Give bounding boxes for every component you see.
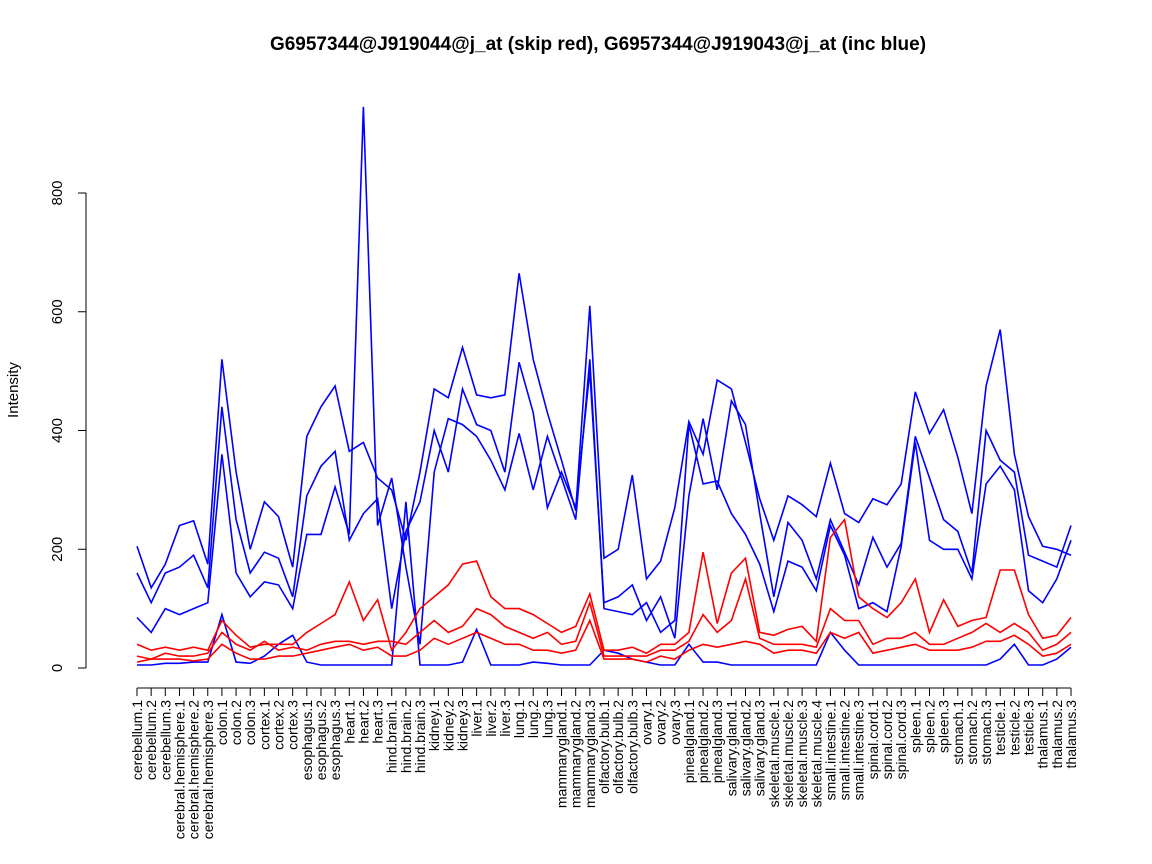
x-tick-label: cerebellum.3 — [157, 700, 173, 780]
x-tick-label: hind.brain.2 — [398, 700, 414, 773]
x-tick-label: esophagus.1 — [299, 700, 315, 780]
y-tick-label: 600 — [49, 299, 66, 324]
series-line-1 — [136, 273, 1072, 590]
x-tick-label: heart.2 — [355, 700, 371, 744]
x-tick-label: spleen.2 — [921, 700, 937, 753]
x-tick-label: cerebral.hemisphere.3 — [200, 700, 216, 840]
x-tick-label: spinal.cord.2 — [879, 700, 895, 780]
x-tick-label: stomach.1 — [950, 700, 966, 765]
x-tick-label: skeletal.muscle.1 — [766, 700, 782, 808]
x-tick-label: small.intestine.3 — [851, 700, 867, 801]
x-tick-label: stomach.2 — [964, 700, 980, 765]
x-tick-label: spleen.1 — [907, 700, 923, 753]
x-tick-label: mammarygland.3 — [582, 700, 598, 808]
x-tick-label: spinal.cord.3 — [893, 700, 909, 780]
x-tick-label: liver.1 — [469, 700, 485, 737]
x-tick-label: testicle.2 — [1006, 700, 1022, 755]
x-tick-label: colon.2 — [228, 700, 244, 745]
x-tick-label: pinealgland.1 — [681, 700, 697, 784]
x-tick-label: small.intestine.2 — [837, 700, 853, 801]
x-tick-label: colon.1 — [214, 700, 230, 745]
y-axis-label: Intensity — [5, 362, 22, 418]
x-tick-label: lung.2 — [525, 700, 541, 738]
x-tick-label: thalamus.3 — [1063, 700, 1079, 769]
x-tick-label: skeletal.muscle.4 — [808, 700, 824, 808]
x-tick-label: hind.brain.3 — [412, 700, 428, 773]
series-lines — [136, 106, 1072, 666]
y-tick-label: 0 — [49, 664, 66, 672]
x-axis: cerebellum.1cerebellum.2cerebellum.3cere… — [129, 687, 1079, 840]
x-tick-label: kidney.3 — [454, 700, 470, 751]
x-tick-label: ovary.1 — [638, 700, 654, 745]
x-tick-label: cortex.2 — [271, 700, 287, 750]
x-tick-label: cerebral.hemisphere.2 — [186, 700, 202, 840]
x-tick-label: heart.3 — [370, 700, 386, 744]
x-tick-label: cortex.3 — [285, 700, 301, 750]
y-tick-label: 200 — [49, 537, 66, 562]
x-tick-label: pinealgland.3 — [709, 700, 725, 784]
y-tick-label: 800 — [49, 180, 66, 205]
x-tick-label: olfactory.bulb.1 — [596, 700, 612, 794]
x-tick-label: ovary.3 — [667, 700, 683, 745]
x-tick-label: pinealgland.2 — [695, 700, 711, 784]
x-tick-label: testicle.1 — [992, 700, 1008, 755]
x-tick-label: spleen.3 — [936, 700, 952, 753]
x-tick-label: cerebellum.1 — [129, 700, 145, 780]
x-tick-label: small.intestine.1 — [822, 700, 838, 801]
x-tick-label: thalamus.2 — [1049, 700, 1065, 769]
x-tick-label: esophagus.2 — [313, 700, 329, 780]
x-tick-label: spinal.cord.1 — [865, 700, 881, 780]
x-tick-label: mammarygland.2 — [568, 700, 584, 808]
series-line-3 — [136, 106, 1072, 645]
x-tick-label: colon.3 — [242, 700, 258, 745]
x-tick-label: salivary.gland.1 — [723, 700, 739, 796]
x-tick-label: mammarygland.1 — [554, 700, 570, 808]
x-tick-label: liver.3 — [497, 700, 513, 737]
x-tick-label: heart.1 — [341, 700, 357, 744]
x-tick-label: liver.2 — [483, 700, 499, 737]
x-tick-label: salivary.gland.3 — [752, 700, 768, 796]
x-tick-label: stomach.3 — [978, 700, 994, 765]
y-tick-label: 400 — [49, 418, 66, 443]
series-line-5 — [136, 517, 1072, 655]
series-line-7 — [136, 618, 1072, 663]
x-tick-label: cerebellum.2 — [143, 700, 159, 780]
x-tick-label: olfactory.bulb.2 — [610, 700, 626, 794]
x-tick-label: cerebral.hemisphere.1 — [171, 700, 187, 840]
x-tick-label: lung.3 — [539, 700, 555, 738]
series-line-6 — [136, 576, 1072, 660]
y-axis: 0 200 400 600 800 — [49, 180, 87, 672]
x-tick-label: skeletal.muscle.3 — [794, 700, 810, 808]
x-tick-label: kidney.2 — [440, 700, 456, 751]
x-tick-label: kidney.1 — [426, 700, 442, 751]
x-tick-label: hind.brain.1 — [384, 700, 400, 773]
x-tick-label: thalamus.1 — [1035, 700, 1051, 769]
chart-title: G6957344@J919044@j_at (skip red), G69573… — [270, 34, 926, 55]
x-tick-label: skeletal.muscle.2 — [780, 700, 796, 808]
x-tick-label: esophagus.3 — [327, 700, 343, 780]
x-tick-label: salivary.gland.2 — [738, 700, 754, 796]
x-tick-label: olfactory.bulb.3 — [624, 700, 640, 794]
x-tick-label: ovary.2 — [653, 700, 669, 745]
x-tick-label: cortex.1 — [256, 700, 272, 750]
x-tick-label: testicle.3 — [1021, 700, 1037, 755]
series-line-4 — [137, 501, 1072, 666]
x-tick-label: lung.1 — [511, 700, 527, 738]
